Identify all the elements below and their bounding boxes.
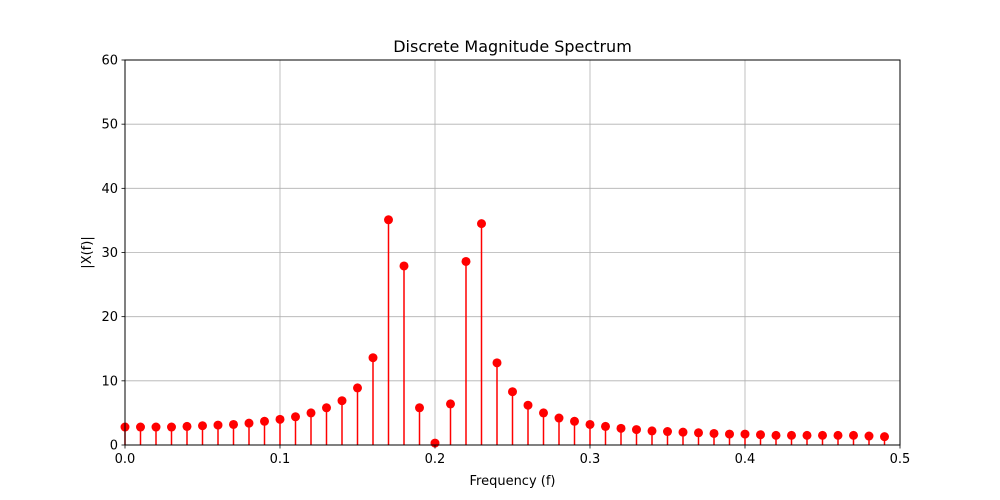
stem-marker <box>492 358 502 368</box>
stem-marker <box>740 429 750 439</box>
chart-title: Discrete Magnitude Spectrum <box>393 37 632 56</box>
stem-marker <box>213 420 223 430</box>
stem-marker <box>756 430 765 440</box>
plot-frame <box>124 59 901 446</box>
y-tick-label: 60 <box>101 54 118 69</box>
stem-marker <box>477 219 486 229</box>
stem-marker <box>849 430 858 440</box>
x-tick-label: 0.1 <box>270 452 291 467</box>
stem-marker <box>368 353 378 363</box>
x-tick-label: 0.3 <box>580 452 601 467</box>
y-tick-label: 20 <box>101 310 118 325</box>
stem-marker <box>353 383 362 393</box>
stem-marker <box>663 427 672 437</box>
stem-marker <box>244 418 254 428</box>
y-tick-label: 50 <box>101 118 118 133</box>
x-axis-title: Frequency (f) <box>469 474 555 489</box>
stem-marker <box>151 422 161 432</box>
stem-marker <box>709 428 719 438</box>
stem-marker <box>833 430 843 440</box>
y-tick-label: 30 <box>101 246 118 261</box>
stem-marker <box>818 430 827 440</box>
stem-marker <box>399 261 409 271</box>
x-tick-label: 0.0 <box>115 452 136 467</box>
y-tick-label: 10 <box>101 374 118 389</box>
stem-marker <box>771 430 781 440</box>
stem-marker <box>260 416 269 426</box>
stem-marker <box>802 430 812 440</box>
stem-marker <box>229 419 238 429</box>
stem-marker <box>632 425 641 435</box>
stem-marker <box>461 256 471 266</box>
stem-marker <box>508 387 517 397</box>
stem-marker <box>616 423 626 433</box>
stem-marker <box>539 408 548 418</box>
x-tick-label: 0.4 <box>735 452 756 467</box>
stem-marker <box>337 396 347 406</box>
stem-marker <box>523 400 533 410</box>
stem-marker <box>725 429 734 439</box>
stem-marker <box>167 422 176 432</box>
stem-marker <box>787 430 796 440</box>
x-tick-label: 0.5 <box>890 452 911 467</box>
stem-marker <box>585 419 595 429</box>
stem-marker <box>678 427 688 437</box>
stem-marker <box>446 399 455 409</box>
stem-marker <box>384 215 393 225</box>
stem-marker <box>136 422 145 432</box>
stem-marker <box>601 421 610 431</box>
stem-markers <box>120 215 889 448</box>
stem-marker <box>570 416 579 426</box>
x-axis-ticks: 0.0 0.1 0.2 0.3 0.4 0.5 <box>115 445 911 467</box>
stem-marker <box>275 414 285 424</box>
stem-marker <box>182 421 192 431</box>
stem-marker <box>880 432 889 442</box>
stem-marker <box>322 403 331 413</box>
stem-marker <box>647 426 657 436</box>
y-axis-title: |X(f)| <box>80 236 95 268</box>
stem-marker <box>554 413 564 423</box>
stem-marker <box>198 421 207 431</box>
stem-marker <box>291 412 300 422</box>
stem-marker <box>306 408 316 418</box>
y-tick-label: 40 <box>101 182 118 197</box>
stem-marker <box>694 428 703 438</box>
y-tick-label: 0 <box>110 439 118 454</box>
stem-marker <box>864 431 874 441</box>
stem-marker <box>415 403 424 413</box>
y-axis-ticks: 0 10 20 30 40 50 60 <box>101 54 125 454</box>
x-tick-label: 0.2 <box>425 452 446 467</box>
